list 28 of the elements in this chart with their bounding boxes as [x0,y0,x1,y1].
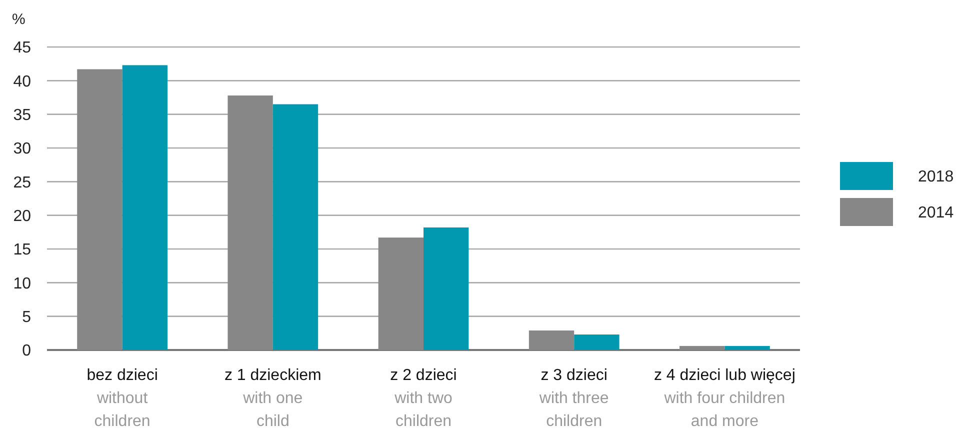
y-tick-label: 45 [13,40,32,57]
y-tick-label: 10 [13,275,32,292]
y-tick-label: 15 [13,242,32,259]
bar [122,65,168,350]
x-tick-label: z 1 dzieckiem with one child [224,367,322,430]
x-tick-label: bez dzieci without children [86,367,158,430]
bar [528,330,574,350]
legend-label: 2018 [918,168,954,186]
y-tick-label: 5 [22,308,32,326]
y-tick-label: 25 [13,174,32,192]
y-tick-label: 0 [22,342,32,360]
legend-label: 2014 [918,204,954,222]
bar [228,95,273,350]
bar [77,69,122,350]
bar [424,227,469,350]
bar [574,334,620,350]
bar [272,104,318,350]
y-tick-label: 30 [13,140,32,158]
x-tick-label: z 4 dzieci lub więcej with four children and more [654,367,796,430]
x-tick-label: z 3 dzieci with three children [538,367,609,430]
y-tick-label: 20 [13,208,32,225]
y-tick-label: 40 [13,73,32,90]
x-tick-label: z 2 dzieci with two children [390,367,457,430]
y-tick-label: 35 [13,106,32,124]
bar [724,346,770,350]
bar [378,238,424,350]
bar [680,346,725,350]
y-axis-title: % [12,11,26,28]
